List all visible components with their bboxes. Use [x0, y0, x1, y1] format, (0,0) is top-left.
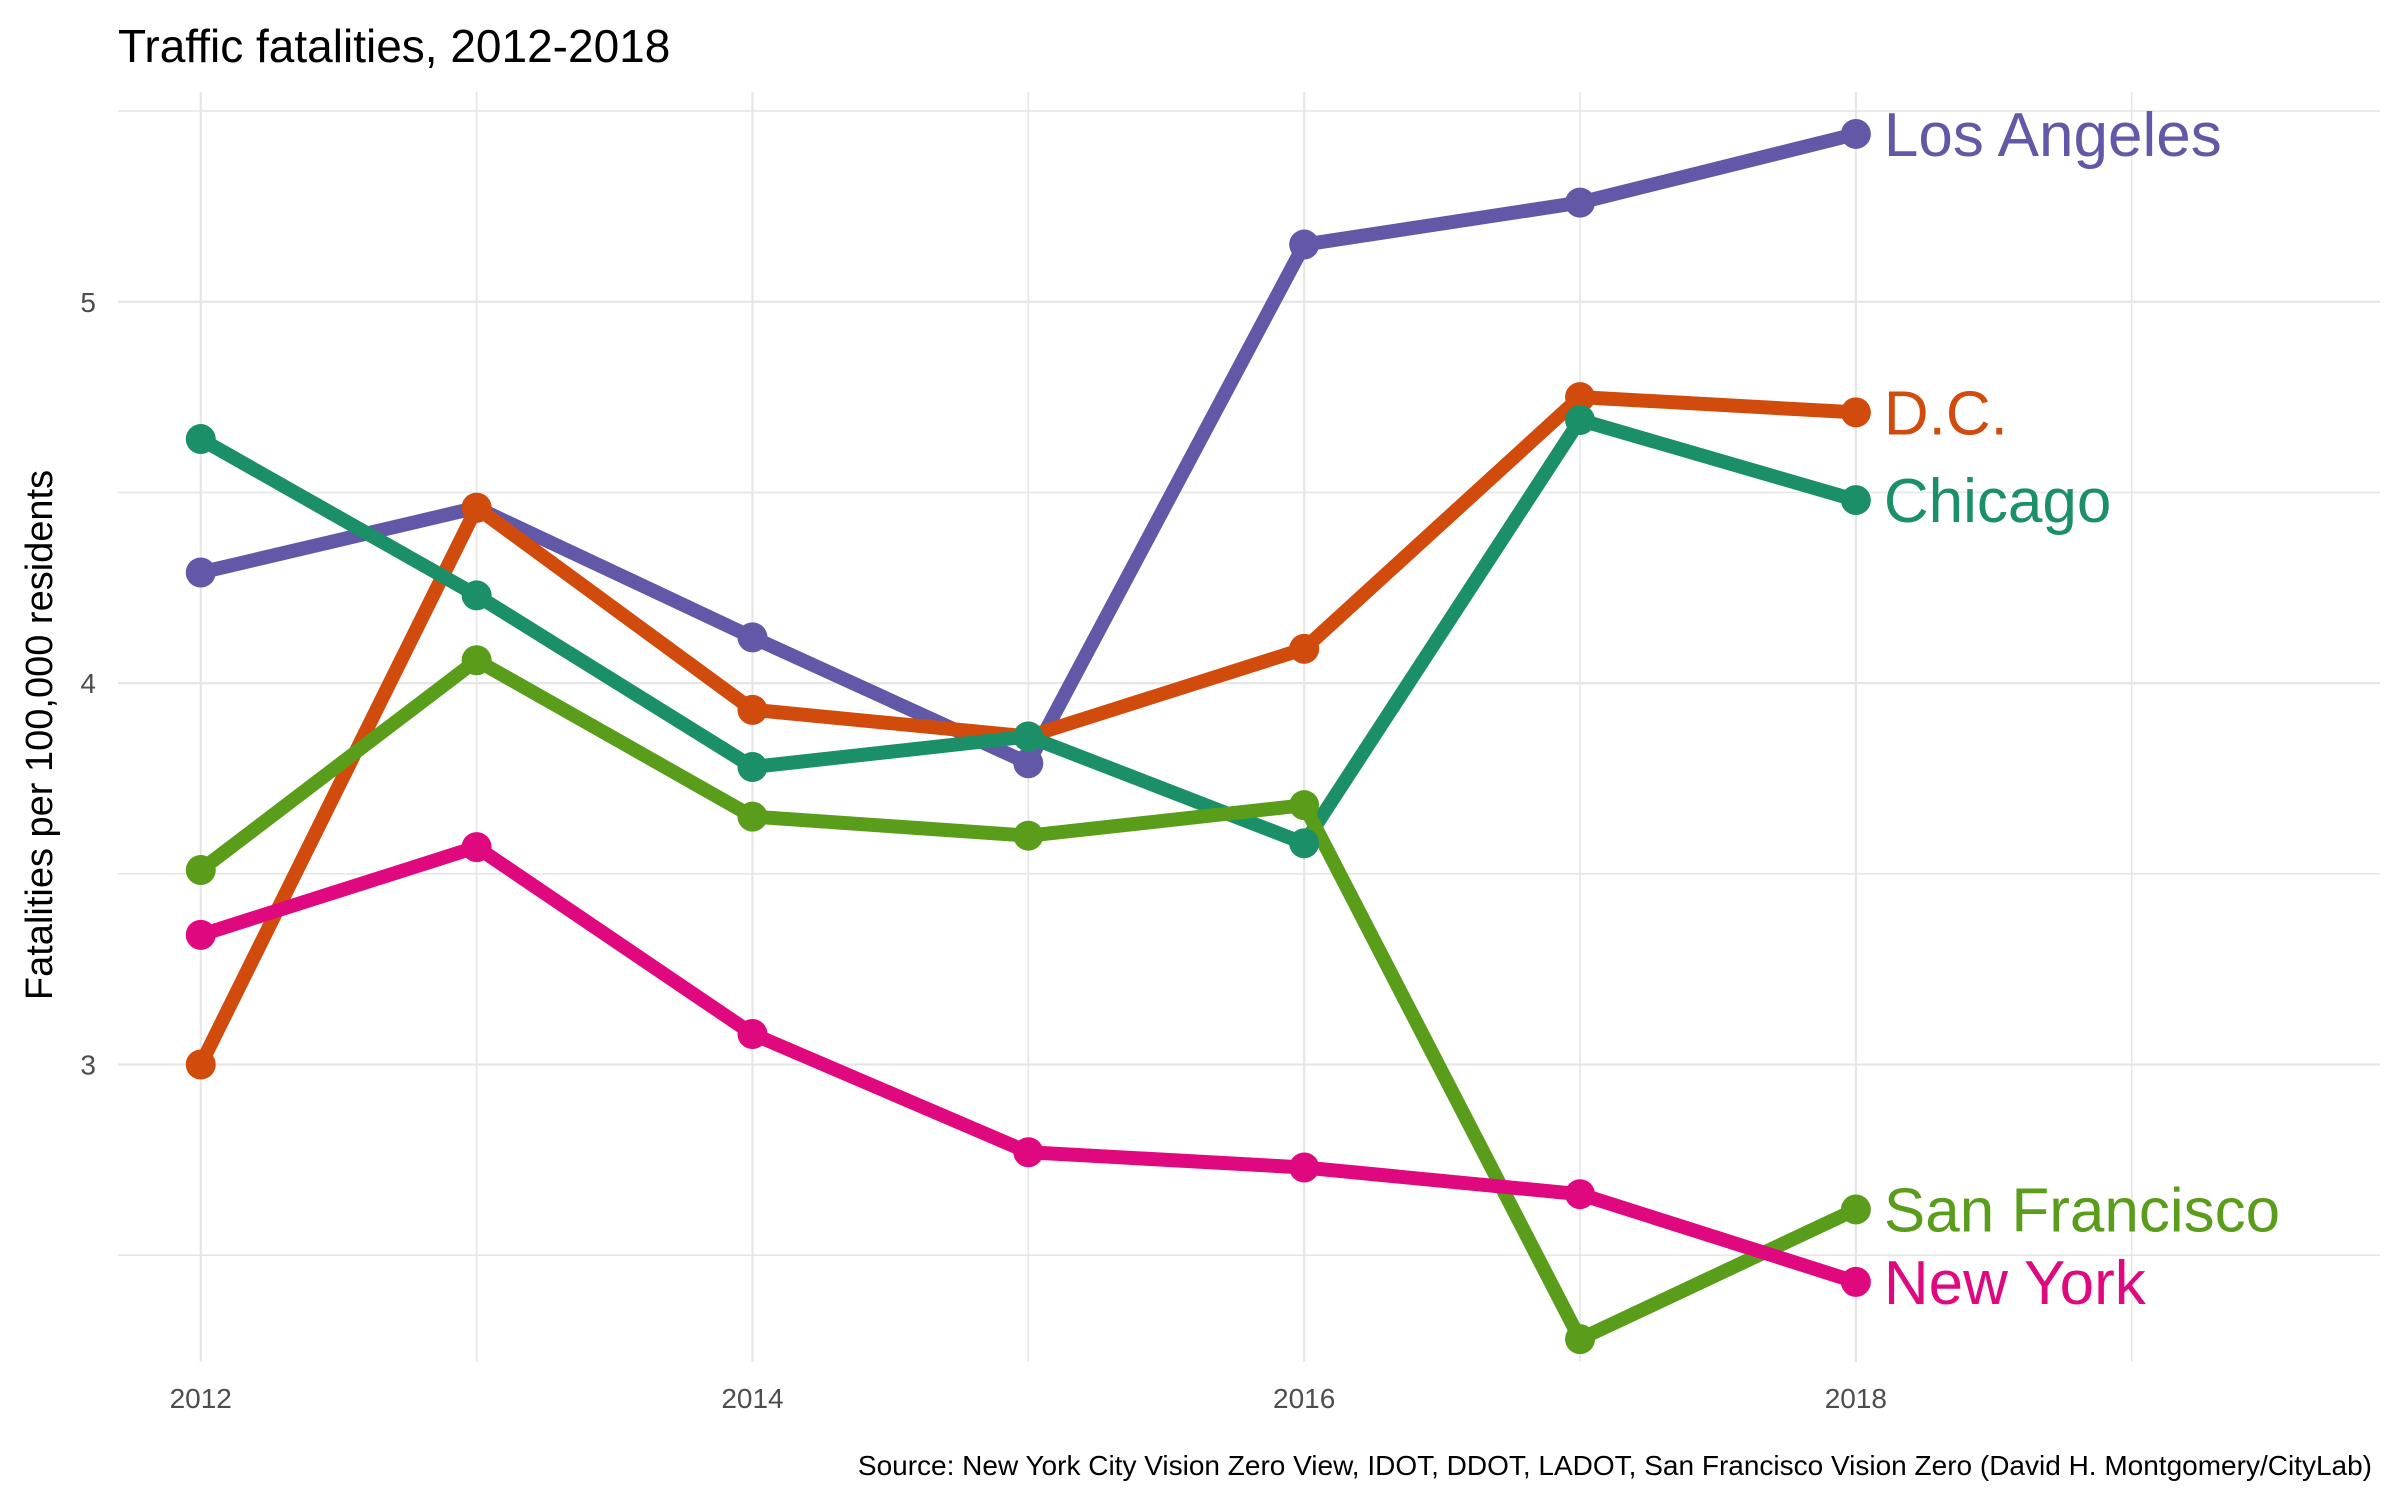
data-point-new-york	[1565, 1179, 1596, 1210]
series-label-los-angeles: Los Angeles	[1884, 101, 2222, 170]
chart-title: Traffic fatalities, 2012-2018	[118, 20, 670, 72]
data-point-new-york	[1840, 1266, 1871, 1297]
x-tick-label: 2014	[721, 1383, 783, 1414]
series-label-d-c: D.C.	[1884, 379, 2008, 448]
data-point-los-angeles	[1013, 748, 1044, 779]
data-point-new-york	[737, 1019, 768, 1050]
series-label-san-francisco: San Francisco	[1884, 1176, 2280, 1245]
data-point-los-angeles	[737, 622, 768, 653]
data-point-los-angeles	[1840, 118, 1871, 149]
data-point-new-york	[185, 919, 216, 950]
data-point-chicago	[1565, 404, 1596, 435]
data-point-chicago	[1013, 721, 1044, 752]
data-point-new-york	[461, 832, 492, 863]
x-tick-label: 2016	[1273, 1383, 1335, 1414]
data-point-san-francisco	[737, 801, 768, 832]
data-point-d-c	[737, 694, 768, 725]
source-caption: Source: New York City Vision Zero View, …	[858, 1450, 2372, 1481]
data-point-new-york	[1013, 1137, 1044, 1168]
data-point-chicago	[461, 580, 492, 611]
data-point-san-francisco	[1013, 820, 1044, 851]
data-point-san-francisco	[461, 645, 492, 676]
y-tick-label: 3	[80, 1050, 96, 1081]
data-point-d-c	[1289, 633, 1320, 664]
data-point-d-c	[1840, 397, 1871, 428]
y-axis-label: Fatalities per 100,000 residents	[19, 470, 61, 1000]
y-tick-label: 5	[80, 287, 96, 318]
axis-ticks: 2012 2014 2016 2018 3 4 5	[80, 287, 1887, 1414]
series-label-new-york: New York	[1884, 1249, 2147, 1318]
data-point-san-francisco	[185, 855, 216, 886]
series-label-chicago: Chicago	[1884, 467, 2111, 536]
data-point-los-angeles	[185, 557, 216, 588]
data-point-los-angeles	[1565, 187, 1596, 218]
data-point-san-francisco	[1840, 1194, 1871, 1225]
data-point-d-c	[461, 492, 492, 523]
data-point-d-c	[185, 1049, 216, 1080]
y-tick-label: 4	[80, 668, 96, 699]
data-point-chicago	[1840, 485, 1871, 516]
series-points	[185, 118, 1871, 1355]
data-point-new-york	[1289, 1152, 1320, 1183]
data-point-chicago	[1289, 828, 1320, 859]
x-tick-label: 2018	[1825, 1383, 1887, 1414]
data-point-san-francisco	[1565, 1324, 1596, 1355]
x-tick-label: 2012	[170, 1383, 232, 1414]
data-point-d-c	[1565, 382, 1596, 413]
data-point-san-francisco	[1289, 790, 1320, 821]
data-point-chicago	[737, 752, 768, 783]
data-point-chicago	[185, 424, 216, 455]
grid	[118, 92, 2380, 1362]
data-point-los-angeles	[1289, 229, 1320, 260]
